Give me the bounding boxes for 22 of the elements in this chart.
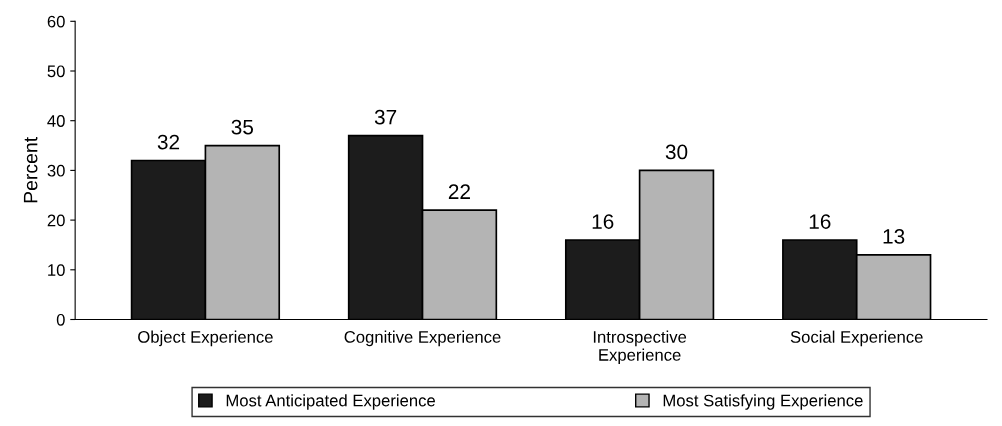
x-tick-label: Object Experience (138, 330, 273, 347)
x-tick-label: Social Experience (790, 330, 923, 347)
x-tick-label: Cognitive Experience (344, 330, 501, 347)
y-tick-label: 0 (56, 313, 65, 326)
data-label: 30 (665, 144, 688, 160)
y-tick-label: 40 (47, 115, 65, 127)
data-label: 37 (374, 109, 397, 125)
data-label: 22 (448, 184, 470, 199)
y-tick-label: 30 (47, 164, 65, 177)
y-tick-label: 50 (47, 65, 65, 78)
legend-label: Most Anticipated Experience (226, 394, 435, 410)
y-axis-title: Percent (23, 137, 38, 203)
data-label: 32 (157, 134, 180, 150)
data-label: 35 (231, 119, 254, 135)
y-tick-label: 20 (47, 214, 65, 227)
y-tick-label: 60 (47, 15, 65, 28)
data-label: 16 (809, 214, 831, 229)
data-label: 13 (883, 229, 905, 244)
data-label: 16 (592, 214, 614, 229)
y-tick-label: 10 (48, 264, 65, 276)
legend-label: Most Satisfying Experience (663, 394, 863, 410)
x-tick-label: Introspective Experience (593, 330, 687, 365)
